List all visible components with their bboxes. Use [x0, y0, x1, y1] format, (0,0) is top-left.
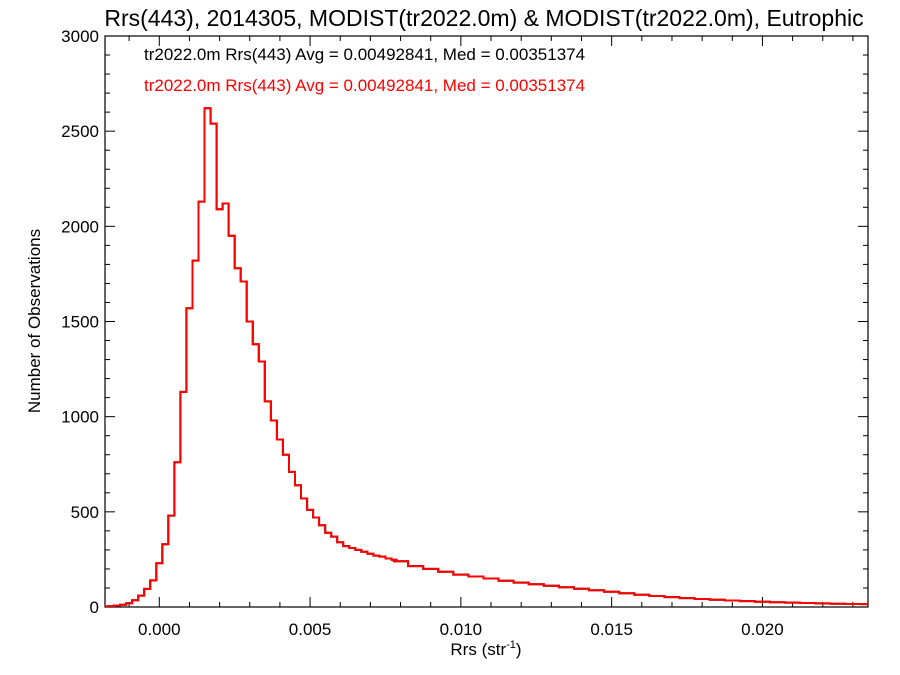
axis-ticks [105, 35, 868, 608]
y-tick-label: 500 [71, 503, 99, 522]
x-axis-label: Rrs (str-1) [450, 639, 521, 659]
x-tick-label: 0.020 [741, 620, 784, 639]
x-axis-label-main: Rrs (str [450, 640, 506, 659]
x-axis-label-close: ) [516, 640, 522, 659]
x-tick-label: 0.005 [289, 620, 332, 639]
y-tick-label: 1500 [61, 313, 99, 332]
x-tick-label: 0.000 [138, 620, 181, 639]
plot-frame [104, 35, 869, 608]
series-line-black [104, 107, 868, 608]
x-axis-label-superscript: -1 [506, 639, 516, 651]
series-line-red [104, 107, 868, 608]
y-tick-label: 1000 [61, 408, 99, 427]
chart-title: Rrs(443), 2014305, MODIST(tr2022.0m) & M… [104, 5, 863, 31]
x-tick-label: 0.015 [590, 620, 633, 639]
x-tick-label: 0.010 [440, 620, 483, 639]
axis-tick-labels: 0.000 0.005 0.010 0.015 0.020 0 500 1000 1500 200… [61, 27, 784, 639]
y-tick-label: 0 [90, 598, 99, 617]
legend-entry-red: tr2022.0m Rrs(443) Avg = 0.00492841, Med… [144, 76, 585, 95]
y-tick-label: 3000 [61, 27, 99, 46]
y-tick-label: 2500 [61, 122, 99, 141]
y-tick-label: 2000 [61, 217, 99, 236]
legend-entry-black: tr2022.0m Rrs(443) Avg = 0.00492841, Med… [144, 45, 585, 64]
y-axis-label: Number of Observations [25, 229, 44, 413]
